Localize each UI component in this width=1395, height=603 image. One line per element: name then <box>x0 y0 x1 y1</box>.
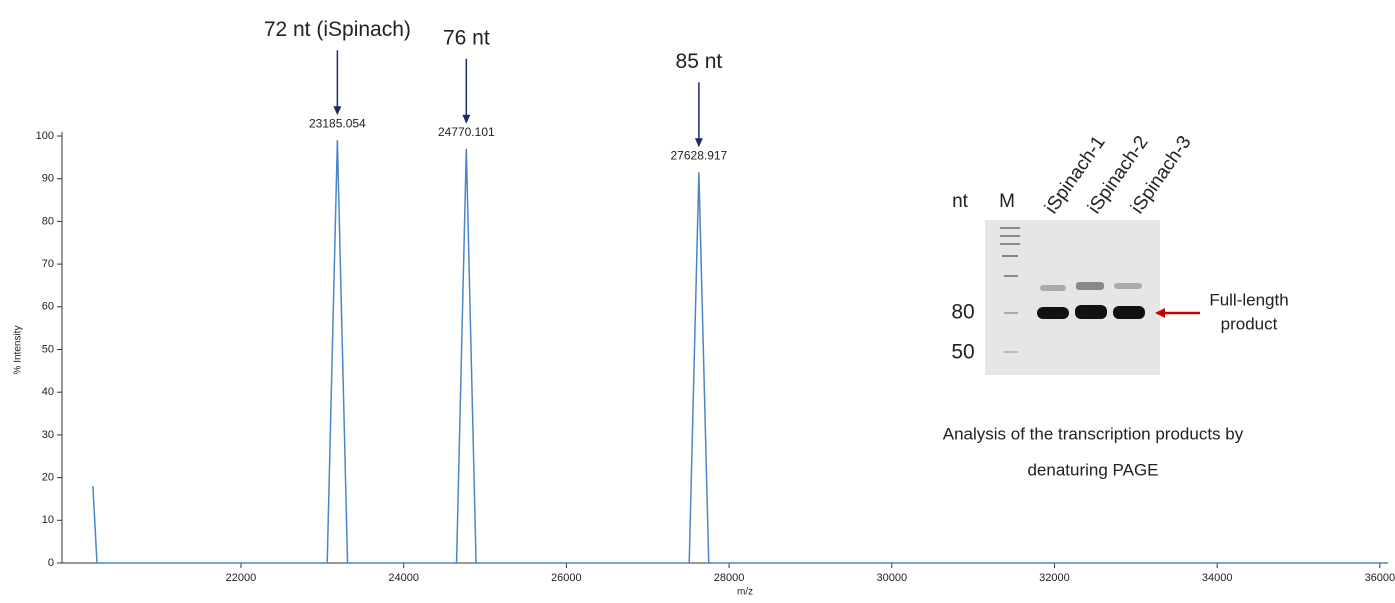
y-tick-label: 50 <box>42 343 54 355</box>
caption: denaturing PAGE <box>1027 460 1158 479</box>
y-tick-label: 60 <box>42 301 54 313</box>
gel-marker-label: M <box>999 191 1015 212</box>
x-tick-label: 34000 <box>1202 572 1233 584</box>
product-label: product <box>1221 314 1278 333</box>
spectrum-line <box>93 140 1388 563</box>
y-tick-label: 100 <box>36 130 54 142</box>
peak-arrowhead <box>462 115 470 124</box>
y-tick-label: 30 <box>42 429 54 441</box>
x-tick-label: 22000 <box>226 572 257 584</box>
page: m/z % Intensity nt M iSpinach-1 iSpinach… <box>0 0 1395 603</box>
product-label: Full-length <box>1209 290 1288 309</box>
x-tick-label: 28000 <box>714 572 745 584</box>
chart: m/z % Intensity nt M iSpinach-1 iSpinach… <box>0 0 1395 603</box>
x-tick-label: 26000 <box>551 572 582 584</box>
peak-mass-label: 27628.917 <box>671 148 728 162</box>
x-tick-label: 24000 <box>388 572 419 584</box>
peak-mass-label: 24770.101 <box>438 125 495 139</box>
y-tick-label: 80 <box>42 215 54 227</box>
peak-arrowhead <box>695 138 703 147</box>
x-axis-label: m/z <box>737 587 753 598</box>
peak-label: 76 nt <box>443 26 490 49</box>
peak-arrowhead <box>333 106 341 115</box>
size-label: 80 <box>951 301 974 324</box>
y-tick-label: 90 <box>42 173 54 185</box>
peak-label: 72 nt (iSpinach) <box>264 18 411 41</box>
peak-label: 85 nt <box>676 50 723 73</box>
peak-mass-label: 23185.054 <box>309 116 366 130</box>
y-tick-label: 20 <box>42 472 54 484</box>
gel-nt-label: nt <box>952 191 969 212</box>
y-axis-label: % Intensity <box>13 326 24 375</box>
size-label: 50 <box>951 341 974 364</box>
x-tick-label: 30000 <box>876 572 907 584</box>
y-tick-label: 0 <box>48 557 54 569</box>
y-tick-label: 40 <box>42 386 54 398</box>
x-tick-label: 36000 <box>1365 572 1395 584</box>
y-tick-label: 70 <box>42 258 54 270</box>
y-tick-label: 10 <box>42 514 54 526</box>
x-tick-label: 32000 <box>1039 572 1070 584</box>
caption: Analysis of the transcription products b… <box>943 424 1244 443</box>
gel-inset: nt M iSpinach-1 iSpinach-2 iSpinach-3 80… <box>943 132 1289 479</box>
